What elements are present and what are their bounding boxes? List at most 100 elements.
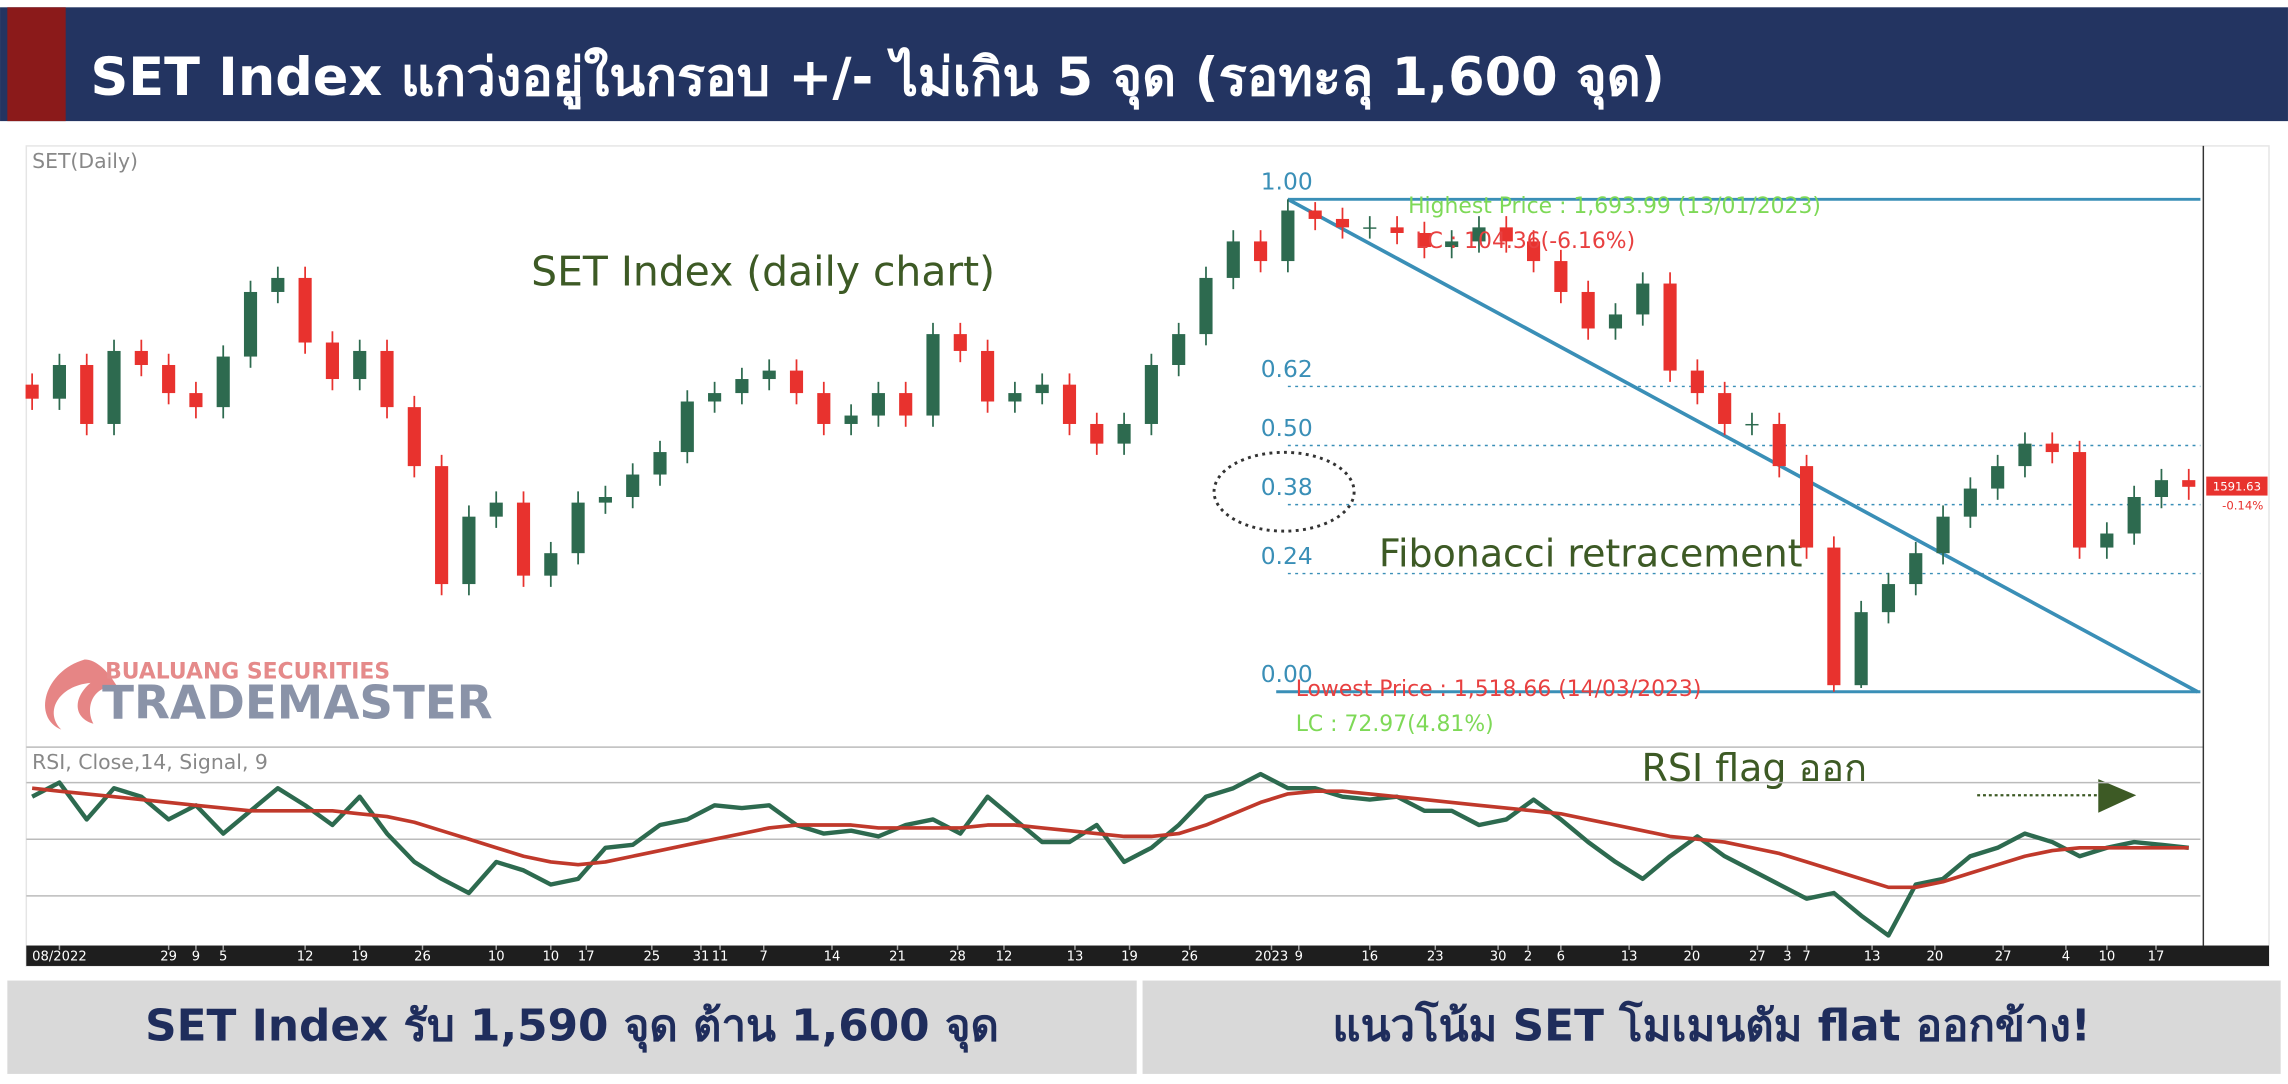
candle-body <box>2018 443 2032 467</box>
candle-body <box>1008 393 1022 402</box>
candle-body <box>1909 553 1923 585</box>
trend-line <box>1287 197 2199 694</box>
fib-label: 1.00 <box>1261 168 1313 196</box>
annotation: SET Index (daily chart) <box>531 247 995 295</box>
candle-body <box>708 393 722 402</box>
watermark-text: BUALUANG SECURITIES <box>105 660 390 685</box>
candle-body <box>1772 423 1786 467</box>
candle-body <box>1608 314 1623 329</box>
header-bar <box>0 7 2288 122</box>
candle-body <box>1636 283 1650 315</box>
x-tick-label: 19 <box>1121 950 1138 965</box>
candle-body <box>817 393 831 424</box>
price-change: -0.14% <box>2222 498 2263 512</box>
x-tick-label: 9 <box>192 950 200 965</box>
candle-body <box>626 474 640 498</box>
candle-body <box>243 291 258 357</box>
candle-body <box>380 350 394 408</box>
candle-body <box>653 452 667 475</box>
candle-body <box>1718 393 1732 424</box>
candle-body <box>571 502 585 554</box>
x-tick-label: 4 <box>2062 950 2070 965</box>
candle-body <box>2127 497 2141 534</box>
highlight-circle <box>1212 450 1356 533</box>
x-tick-label: 31 <box>693 950 710 965</box>
fib-label: 0.50 <box>1261 414 1313 442</box>
candle-body <box>2154 480 2169 498</box>
candle-body <box>1554 261 1568 292</box>
candle-body <box>1390 227 1404 233</box>
candle-body <box>1226 241 1240 278</box>
x-tick-label: 17 <box>2148 950 2165 965</box>
candle-body <box>1445 241 1459 248</box>
candle-body <box>953 334 967 351</box>
candle-body <box>2182 480 2196 487</box>
candle-body <box>1663 283 1677 371</box>
candle-body <box>926 334 940 416</box>
candle-body <box>107 350 121 424</box>
candle-body <box>407 407 421 467</box>
x-tick-label: 13 <box>1067 950 1084 965</box>
candle-body <box>2045 443 2059 453</box>
x-tick-label: 14 <box>824 950 841 965</box>
fib-label: 0.62 <box>1261 355 1313 383</box>
x-tick-label: 19 <box>351 950 368 965</box>
candle-body <box>844 415 858 424</box>
candle-body <box>1062 384 1077 424</box>
candle-body <box>52 364 66 399</box>
x-tick-label: 9 <box>1295 950 1303 965</box>
fib-label: 0.00 <box>1261 660 1313 688</box>
x-tick-label: 16 <box>1361 950 1378 965</box>
x-tick-label: 12 <box>297 950 314 965</box>
x-tick-label: 20 <box>1927 950 1944 965</box>
candle-body <box>1499 227 1513 242</box>
candle-body <box>1281 210 1295 262</box>
candle-body <box>1881 584 1896 613</box>
chart-panel <box>25 145 2270 967</box>
x-tick-label: 2 <box>1524 950 1532 965</box>
rsi-line <box>31 786 2189 890</box>
candle-body <box>1172 334 1186 365</box>
x-tick-label: 27 <box>1995 950 2012 965</box>
header-title: SET Index แกว่งอยู่ในกรอบ +/- ไม่เกิน 5 … <box>90 46 1664 110</box>
x-tick-label: 10 <box>2099 950 2116 965</box>
candle-body <box>189 393 203 408</box>
x-tick-label: 12 <box>996 950 1013 965</box>
footer-box <box>7 980 1137 1074</box>
candle-body <box>1581 291 1595 329</box>
x-tick-label: 7 <box>1802 950 1810 965</box>
candle-body <box>1254 241 1268 262</box>
footer-text: SET Index รับ 1,590 จุด ต้าน 1,600 จุด <box>145 1001 999 1054</box>
fib-label: 0.38 <box>1261 473 1313 501</box>
candle-body <box>1199 277 1213 335</box>
x-tick-label: 21 <box>889 950 906 965</box>
x-tick-label: 13 <box>1621 950 1638 965</box>
candle-body <box>1690 370 1704 394</box>
x-tick-label: 26 <box>414 950 431 965</box>
x-tick-label: 17 <box>578 950 595 965</box>
x-tick-label: 10 <box>542 950 559 965</box>
annotation: Fibonacci retracement <box>1379 531 1803 575</box>
x-axis-bar <box>26 945 2270 966</box>
annotation: LC : 72.97(4.81%) <box>1296 712 1494 737</box>
candle-body <box>298 277 312 343</box>
candle-body <box>735 379 749 394</box>
candle-body <box>1799 466 1814 548</box>
x-tick-label: 28 <box>949 950 966 965</box>
x-tick-label: 25 <box>643 950 660 965</box>
watermark-text: TRADEMASTER <box>102 677 493 731</box>
candle-body <box>134 350 148 365</box>
candle-body <box>1035 384 1049 394</box>
candle-body <box>981 350 995 402</box>
footer-box <box>1142 980 2281 1074</box>
candle-body <box>353 350 367 380</box>
fib-label: 0.24 <box>1261 542 1313 570</box>
candle-body <box>1936 516 1950 554</box>
x-tick-label: 08/2022 <box>32 950 87 965</box>
candle-body <box>680 401 694 453</box>
candle-body <box>1363 227 1377 229</box>
candle-body <box>1308 210 1322 219</box>
candle-body <box>899 393 913 416</box>
candle-body <box>216 356 230 408</box>
